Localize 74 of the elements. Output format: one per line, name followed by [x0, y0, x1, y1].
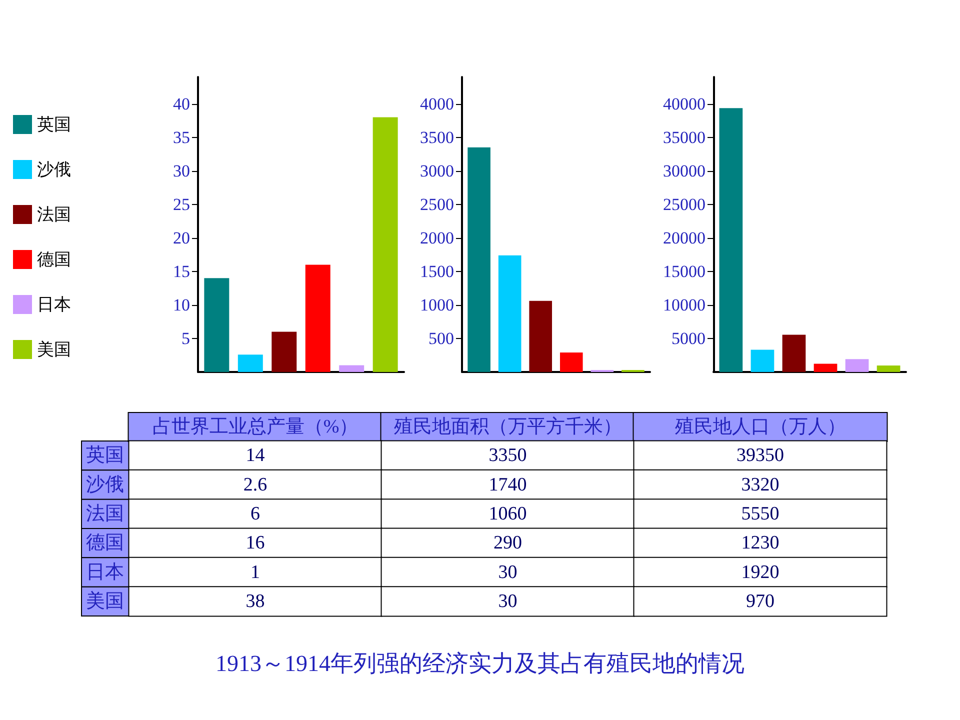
- legend-label: 英国: [37, 115, 71, 134]
- data-label: 16: [246, 532, 265, 554]
- y-tick-label: 2500: [420, 194, 454, 214]
- y-tick-label: 4000: [420, 94, 454, 114]
- y-tick-label: 30: [173, 161, 190, 180]
- data-label: 5550: [741, 503, 780, 524]
- y-tick-label: 15: [173, 262, 190, 281]
- y-tick-label: 3000: [420, 161, 454, 180]
- data-label: 3350: [488, 445, 527, 466]
- legend-label: 德国: [37, 250, 71, 269]
- y-tick-label: 沙俄: [86, 474, 124, 496]
- legend-label: 日本: [37, 295, 71, 314]
- y-tick-label: 5: [182, 328, 190, 348]
- bar: [814, 364, 838, 372]
- y-tick-label: 20000: [663, 228, 706, 248]
- x-tick-label: 殖民地人口（万人）: [674, 416, 846, 438]
- y-tick-label: 500: [428, 328, 454, 348]
- y-tick-label: 1500: [420, 262, 454, 281]
- legend-label: 沙俄: [37, 160, 71, 179]
- bar: [876, 365, 900, 372]
- y-tick-label: 3500: [420, 128, 454, 147]
- bar: [529, 300, 552, 372]
- y-tick-label: 1000: [420, 295, 454, 314]
- y-tick-label: 20: [173, 228, 190, 248]
- y-tick-label: 2000: [420, 228, 454, 248]
- data-label: 290: [494, 532, 522, 554]
- data-label: 1: [250, 562, 260, 583]
- legend-label: 法国: [37, 205, 71, 224]
- bar: [782, 334, 806, 372]
- data-label: 1230: [741, 532, 780, 554]
- y-tick-label: 40000: [663, 94, 706, 114]
- data-label: 1060: [488, 503, 527, 524]
- data-label: 30: [498, 562, 518, 583]
- y-tick-label: 德国: [86, 532, 124, 554]
- bar: [498, 255, 522, 372]
- y-tick-label: 15000: [663, 262, 706, 281]
- bar: [560, 352, 583, 372]
- data-label: 6: [250, 503, 260, 524]
- bar: [339, 365, 364, 372]
- y-tick-label: 35000: [663, 128, 706, 147]
- data-label: 1920: [741, 562, 780, 583]
- bar: [238, 354, 263, 372]
- x-tick-label: 殖民地面积（万平方千米）: [394, 416, 622, 438]
- data-label: 3320: [741, 474, 780, 496]
- data-label: 14: [246, 445, 266, 466]
- y-tick-label: 美国: [86, 590, 124, 612]
- legend-label: 美国: [37, 340, 71, 359]
- y-tick-label: 10000: [663, 295, 706, 314]
- bar: [272, 332, 297, 372]
- y-tick-label: 25000: [663, 194, 706, 214]
- data-label: 39350: [736, 445, 784, 466]
- y-tick-label: 法国: [86, 503, 124, 524]
- x-tick-label: 占世界工业总产量（%）: [152, 416, 358, 438]
- bar: [372, 117, 398, 372]
- bar: [204, 278, 230, 372]
- y-tick-label: 英国: [86, 445, 124, 466]
- y-tick-label: 30000: [663, 161, 706, 180]
- data-label: 1740: [488, 474, 527, 496]
- data-label: 2.6: [243, 474, 268, 496]
- y-tick-label: 日本: [86, 562, 124, 583]
- y-tick-label: 40: [173, 94, 190, 114]
- y-tick-label: 10: [173, 295, 190, 314]
- bar: [468, 147, 490, 372]
- bar: [845, 359, 869, 372]
- data-label: 30: [498, 590, 518, 612]
- bar: [719, 108, 743, 372]
- y-tick-label: 5000: [672, 328, 706, 348]
- y-tick-label: 25: [173, 194, 190, 214]
- bar: [750, 350, 774, 372]
- data-label: 38: [246, 590, 265, 612]
- data-label: 970: [746, 590, 774, 612]
- y-tick-label: 35: [173, 128, 190, 147]
- text: 1913～1914年列强的经济实力及其占有殖民地的情况: [214, 650, 746, 678]
- bar: [305, 264, 330, 372]
